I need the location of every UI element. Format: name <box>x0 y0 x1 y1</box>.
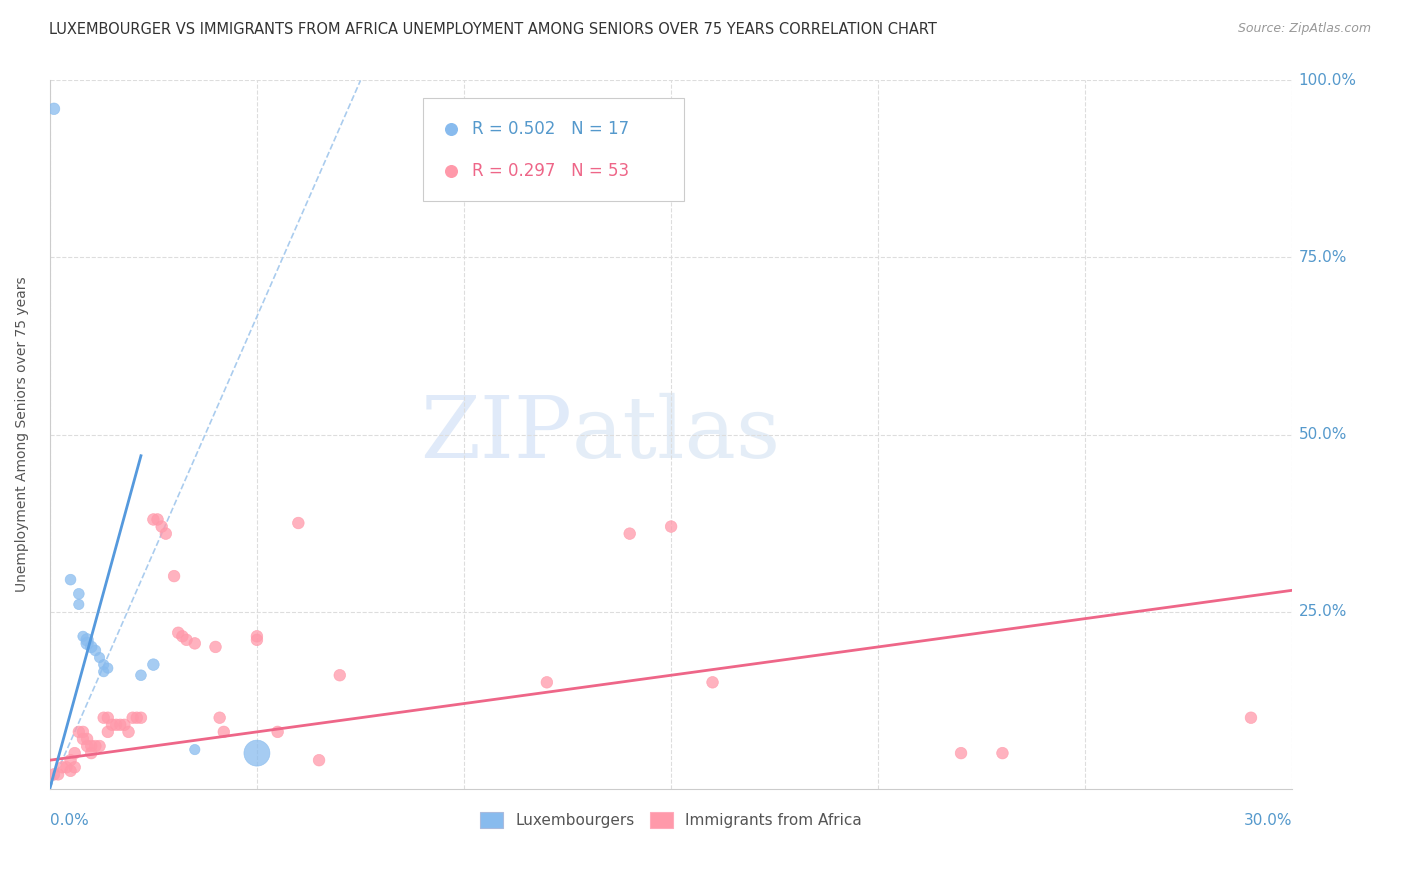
Point <box>287 516 309 530</box>
Point <box>146 512 169 526</box>
Point <box>129 711 152 725</box>
Point <box>659 519 682 533</box>
Point <box>266 724 288 739</box>
Point <box>42 102 65 116</box>
Point <box>93 657 115 672</box>
Legend: Luxembourgers, Immigrants from Africa: Luxembourgers, Immigrants from Africa <box>474 805 868 834</box>
Point <box>117 724 139 739</box>
Point <box>76 739 98 753</box>
Point <box>129 668 152 682</box>
Point <box>76 632 98 647</box>
Point <box>93 711 115 725</box>
Point <box>67 587 90 601</box>
Point <box>246 632 269 647</box>
Point <box>329 668 352 682</box>
Point <box>125 711 148 725</box>
Point <box>246 629 269 643</box>
Point <box>110 718 132 732</box>
Text: 100.0%: 100.0% <box>1299 73 1357 88</box>
Point <box>308 753 330 767</box>
Point <box>105 718 128 732</box>
Y-axis label: Unemployment Among Seniors over 75 years: Unemployment Among Seniors over 75 years <box>15 277 30 592</box>
Point <box>97 711 120 725</box>
Point <box>155 526 177 541</box>
Point <box>80 739 103 753</box>
Point <box>702 675 724 690</box>
Point <box>59 753 82 767</box>
Point <box>991 746 1014 760</box>
Text: LUXEMBOURGER VS IMMIGRANTS FROM AFRICA UNEMPLOYMENT AMONG SENIORS OVER 75 YEARS : LUXEMBOURGER VS IMMIGRANTS FROM AFRICA U… <box>49 22 936 37</box>
Text: 0.0%: 0.0% <box>49 814 89 829</box>
Point <box>72 731 94 746</box>
Point <box>63 760 86 774</box>
Point <box>208 711 231 725</box>
Point <box>51 760 73 774</box>
Text: R = 0.297   N = 53: R = 0.297 N = 53 <box>472 162 630 180</box>
Point <box>80 746 103 760</box>
Text: ZIP: ZIP <box>420 392 572 476</box>
Point <box>536 675 558 690</box>
Point <box>112 718 135 732</box>
Point <box>1376 121 1399 136</box>
Text: 50.0%: 50.0% <box>1299 427 1347 442</box>
Point <box>97 661 120 675</box>
Point <box>84 643 107 657</box>
Point <box>1376 164 1399 178</box>
Point <box>246 746 269 760</box>
Point <box>150 519 173 533</box>
Point <box>142 512 165 526</box>
Point <box>212 724 235 739</box>
Text: R = 0.502   N = 17: R = 0.502 N = 17 <box>472 120 630 137</box>
Point <box>72 724 94 739</box>
Point <box>89 739 111 753</box>
Point <box>76 731 98 746</box>
Point <box>67 598 90 612</box>
Text: 25.0%: 25.0% <box>1299 604 1347 619</box>
Point <box>80 640 103 654</box>
Point <box>89 650 111 665</box>
Point <box>84 739 107 753</box>
FancyBboxPatch shape <box>423 98 683 201</box>
Point <box>619 526 641 541</box>
Point <box>97 724 120 739</box>
Point <box>121 711 143 725</box>
Text: Source: ZipAtlas.com: Source: ZipAtlas.com <box>1237 22 1371 36</box>
Point <box>204 640 226 654</box>
Point <box>101 718 124 732</box>
Point <box>63 746 86 760</box>
Point <box>163 569 186 583</box>
Point <box>76 636 98 650</box>
Point <box>184 742 207 756</box>
Point <box>142 657 165 672</box>
Text: 30.0%: 30.0% <box>1244 814 1292 829</box>
Text: 75.0%: 75.0% <box>1299 250 1347 265</box>
Point <box>176 632 198 647</box>
Point <box>184 636 207 650</box>
Point <box>167 625 190 640</box>
Point <box>950 746 973 760</box>
Point <box>1240 711 1263 725</box>
Point <box>93 665 115 679</box>
Point <box>46 767 69 781</box>
Point <box>59 764 82 778</box>
Text: atlas: atlas <box>572 392 780 476</box>
Point <box>59 573 82 587</box>
Point <box>42 767 65 781</box>
Point <box>67 724 90 739</box>
Point <box>72 629 94 643</box>
Point <box>55 760 77 774</box>
Point <box>172 629 194 643</box>
